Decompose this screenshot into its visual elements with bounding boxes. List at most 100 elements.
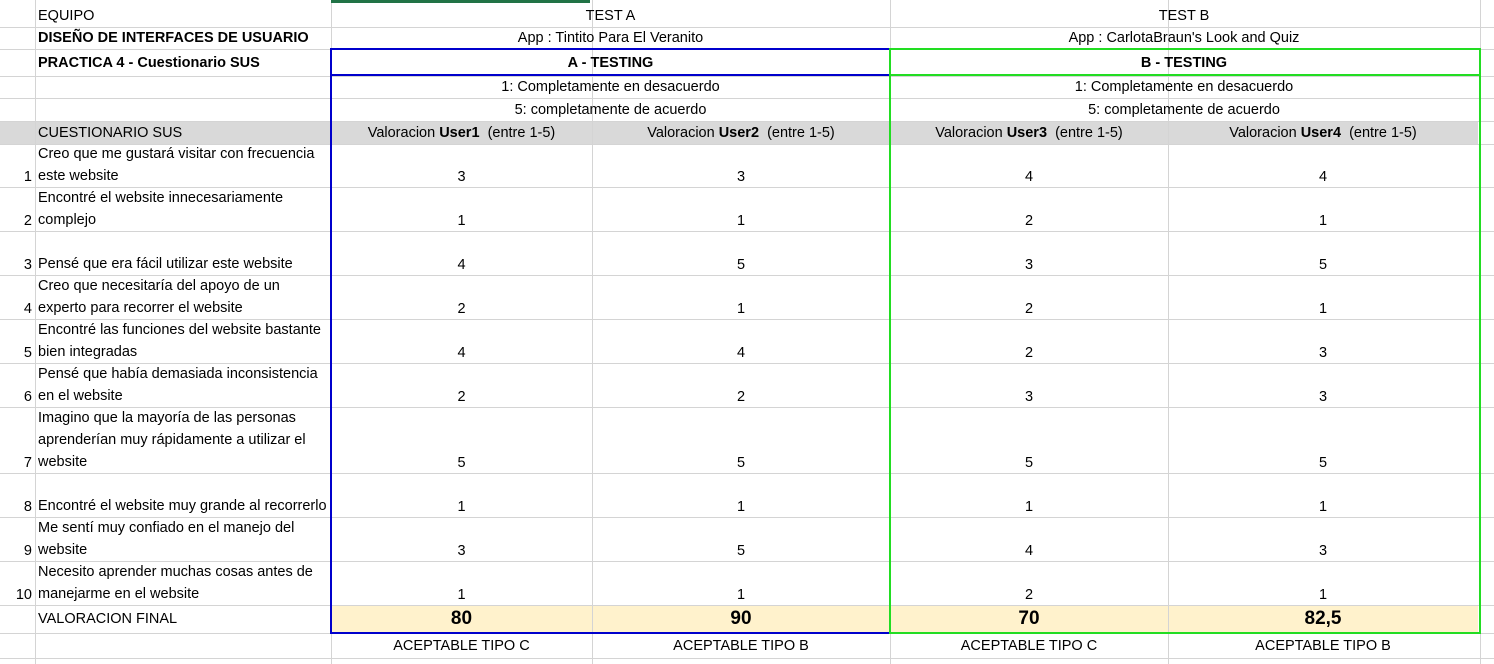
score-user3[interactable]: 2 <box>1024 345 1034 361</box>
score-user4[interactable]: 1 <box>1318 499 1328 515</box>
col-header-user1[interactable]: Valoracion User1 (entre 1-5) <box>331 121 592 144</box>
score-user2[interactable]: 2 <box>736 389 746 405</box>
score-user3[interactable]: 2 <box>1024 587 1034 603</box>
gridline-vertical <box>35 0 36 664</box>
testing-b-title[interactable]: B - TESTING <box>1140 54 1228 71</box>
score-user2[interactable]: 1 <box>736 301 746 317</box>
score-user2[interactable]: 1 <box>736 213 746 229</box>
score-user1[interactable]: 1 <box>457 587 466 603</box>
final-score-user3[interactable]: 70 <box>1018 608 1040 629</box>
classification-user4[interactable]: ACEPTABLE TIPO B <box>1255 638 1391 654</box>
score-user3[interactable]: 2 <box>1024 213 1034 229</box>
score-user1[interactable]: 2 <box>457 301 466 317</box>
score-user2[interactable]: 4 <box>736 345 746 361</box>
score-user3[interactable]: 4 <box>1024 543 1034 559</box>
app-a-name[interactable]: App : Tintito Para El Veranito <box>517 30 704 46</box>
test-a-label[interactable]: TEST A <box>585 8 636 24</box>
score-user4[interactable]: 5 <box>1318 257 1328 273</box>
row-number[interactable]: 8 <box>23 499 32 515</box>
row-number[interactable]: 2 <box>23 213 32 229</box>
col-header-user3[interactable]: Valoracion User3 (entre 1-5) <box>890 121 1168 144</box>
score-user2[interactable]: 5 <box>736 455 746 471</box>
classification-user2[interactable]: ACEPTABLE TIPO B <box>673 638 809 654</box>
course-title[interactable]: DISEÑO DE INTERFACES DE USUARIO <box>38 30 309 46</box>
classification-user1[interactable]: ACEPTABLE TIPO C <box>393 638 530 654</box>
equipo-label[interactable]: EQUIPO <box>38 8 95 24</box>
score-user4[interactable]: 1 <box>1318 213 1328 229</box>
final-score-user1[interactable]: 80 <box>450 608 473 629</box>
gridline-horizontal <box>0 561 1494 562</box>
question-text[interactable]: Encontré las funciones del website basta… <box>38 322 321 360</box>
col-header-user4[interactable]: Valoracion User4 (entre 1-5) <box>1168 121 1478 144</box>
score-user4[interactable]: 5 <box>1318 455 1328 471</box>
score-user3[interactable]: 3 <box>1024 389 1034 405</box>
scale-1-a[interactable]: 1: Completamente en desacuerdo <box>501 79 720 95</box>
question-text[interactable]: Necesito aprender muchas cosas antes de … <box>38 564 313 602</box>
score-user2[interactable]: 5 <box>736 257 746 273</box>
score-user1[interactable]: 3 <box>457 543 466 559</box>
scale-5-a[interactable]: 5: completamente de acuerdo <box>514 102 707 118</box>
score-user4[interactable]: 1 <box>1318 301 1328 317</box>
final-score-user2[interactable]: 90 <box>730 608 752 629</box>
score-user1[interactable]: 1 <box>457 499 466 515</box>
gridline-horizontal <box>0 407 1494 408</box>
score-user2[interactable]: 5 <box>736 543 746 559</box>
question-text[interactable]: Creo que necesitaría del apoyo de un exp… <box>38 278 280 316</box>
row-number[interactable]: 1 <box>23 169 32 185</box>
col-header-user: User2 <box>718 124 760 141</box>
question-text[interactable]: Pensé que había demasiada inconsistencia… <box>38 366 318 404</box>
row-number[interactable]: 4 <box>23 301 32 317</box>
score-user2[interactable]: 1 <box>736 499 746 515</box>
testing-a-title[interactable]: A - TESTING <box>567 54 654 71</box>
score-user4[interactable]: 3 <box>1318 543 1328 559</box>
score-user1[interactable]: 4 <box>457 257 466 273</box>
score-user4[interactable]: 3 <box>1318 345 1328 361</box>
gridline-horizontal <box>0 76 1494 77</box>
question-text[interactable]: Me sentí muy confiado en el manejo del w… <box>38 520 295 558</box>
col-header-user: User4 <box>1300 124 1342 141</box>
app-b-name[interactable]: App : CarlotaBraun's Look and Quiz <box>1068 30 1300 46</box>
col-header-range: (entre 1-5) <box>1047 124 1123 141</box>
score-user1[interactable]: 5 <box>457 455 466 471</box>
questionnaire-label[interactable]: CUESTIONARIO SUS <box>38 124 183 141</box>
scale-5-b[interactable]: 5: completamente de acuerdo <box>1088 102 1280 118</box>
score-user3[interactable]: 2 <box>1024 301 1034 317</box>
row-number[interactable]: 7 <box>23 455 32 471</box>
score-user1[interactable]: 3 <box>457 169 466 185</box>
test-b-label[interactable]: TEST B <box>1158 8 1210 24</box>
score-user4[interactable]: 1 <box>1318 587 1328 603</box>
score-user2[interactable]: 1 <box>736 587 746 603</box>
score-user4[interactable]: 4 <box>1318 169 1328 185</box>
col-header-user2[interactable]: Valoracion User2 (entre 1-5) <box>592 121 890 144</box>
score-user3[interactable]: 1 <box>1024 499 1034 515</box>
practice-title[interactable]: PRACTICA 4 - Cuestionario SUS <box>38 54 260 71</box>
scale-1-b[interactable]: 1: Completamente en desacuerdo <box>1074 79 1294 95</box>
row-number[interactable]: 6 <box>23 389 32 405</box>
col-header-user: User3 <box>1006 124 1048 141</box>
question-text[interactable]: Encontré el website muy grande al recorr… <box>38 498 327 514</box>
question-text[interactable]: Pensé que era fácil utilizar este websit… <box>38 256 293 272</box>
gridline-horizontal <box>0 658 1494 659</box>
question-text[interactable]: Creo que me gustará visitar con frecuenc… <box>38 146 315 184</box>
score-user3[interactable]: 3 <box>1024 257 1034 273</box>
score-user1[interactable]: 1 <box>457 213 466 229</box>
question-text[interactable]: Imagino que la mayoría de las personas a… <box>38 410 306 470</box>
score-user2[interactable]: 3 <box>736 169 746 185</box>
classification-user3[interactable]: ACEPTABLE TIPO C <box>960 638 1098 654</box>
score-user1[interactable]: 4 <box>457 345 466 361</box>
row-number[interactable]: 10 <box>15 587 32 603</box>
question-text[interactable]: Encontré el website innecesariamente com… <box>38 190 284 228</box>
score-user3[interactable]: 4 <box>1024 169 1034 185</box>
gridline-horizontal <box>0 605 1494 606</box>
gridline-horizontal <box>0 121 1494 122</box>
row-number[interactable]: 3 <box>23 257 32 273</box>
row-number[interactable]: 9 <box>23 543 32 559</box>
final-score-user4[interactable]: 82,5 <box>1304 608 1342 629</box>
row-number[interactable]: 5 <box>23 345 32 361</box>
score-user1[interactable]: 2 <box>457 389 466 405</box>
final-label[interactable]: VALORACION FINAL <box>38 611 178 627</box>
score-user4[interactable]: 3 <box>1318 389 1328 405</box>
score-user3[interactable]: 5 <box>1024 455 1034 471</box>
column-header-band <box>0 121 1478 144</box>
